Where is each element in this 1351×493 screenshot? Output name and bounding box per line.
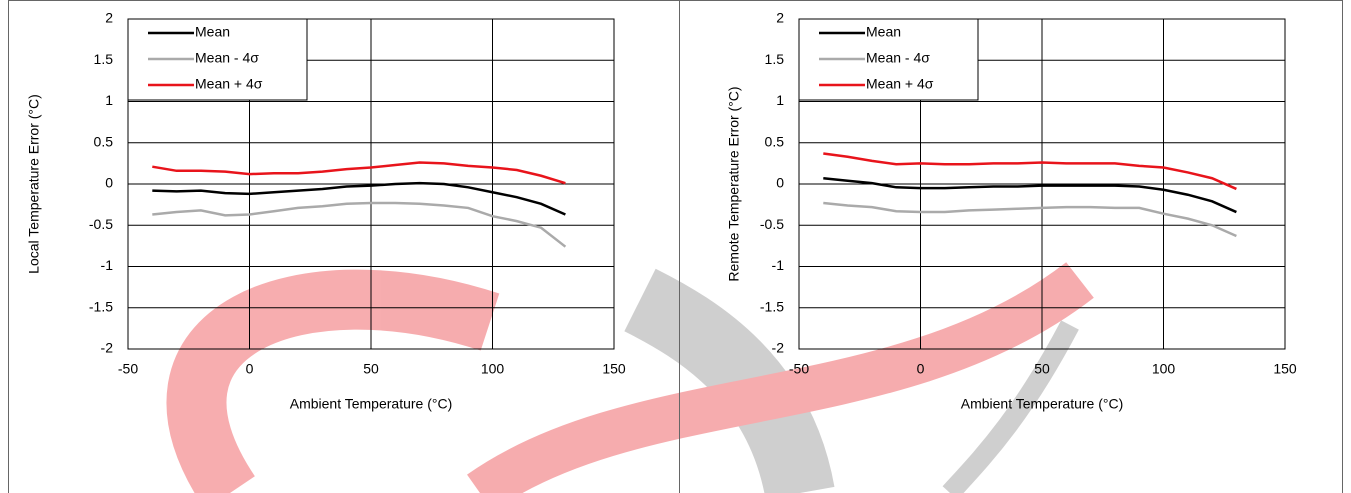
series-line xyxy=(823,152,1237,191)
y-tick-label: 1 xyxy=(776,92,784,108)
y-tick-label: -1.5 xyxy=(760,298,784,314)
y-tick-label: 1.5 xyxy=(765,51,785,67)
y-tick-label: -0.5 xyxy=(760,216,784,232)
watermark-arc xyxy=(942,320,1079,493)
frame xyxy=(8,0,1343,493)
x-tick-label: 100 xyxy=(481,361,505,377)
x-tick-label: 50 xyxy=(1034,361,1050,377)
series-line xyxy=(823,176,1237,214)
watermark-arc xyxy=(166,269,500,493)
x-tick-label: 0 xyxy=(246,361,254,377)
legend-label: Mean - 4σ xyxy=(866,50,930,66)
series-line xyxy=(152,181,566,216)
legend-label: Mean + 4σ xyxy=(866,76,934,92)
y-tick-label: 0.5 xyxy=(94,133,114,149)
x-tick-label: -50 xyxy=(789,361,809,377)
watermark-arc xyxy=(467,262,1094,493)
x-tick-label: 150 xyxy=(1273,361,1297,377)
x-axis-title: Ambient Temperature (°C) xyxy=(961,396,1124,412)
x-tick-label: -50 xyxy=(118,361,138,377)
y-tick-label: -2 xyxy=(101,340,114,356)
y-tick-label: -1 xyxy=(101,257,114,273)
y-tick-label: 0 xyxy=(776,175,784,191)
x-axis-title: Ambient Temperature (°C) xyxy=(290,396,453,412)
legend-label: Mean xyxy=(866,24,901,40)
legend-label: Mean xyxy=(195,24,230,40)
legend-label: Mean + 4σ xyxy=(195,76,263,92)
y-axis-title: Remote Temperature Error (°C) xyxy=(726,86,742,281)
y-tick-label: -2 xyxy=(772,340,785,356)
x-tick-label: 0 xyxy=(917,361,925,377)
y-axis-title: Local Temperature Error (°C) xyxy=(26,94,42,274)
watermark xyxy=(166,262,1094,493)
series-line xyxy=(823,201,1237,238)
x-tick-label: 150 xyxy=(602,361,626,377)
y-tick-label: 1.5 xyxy=(94,51,114,67)
x-tick-label: 50 xyxy=(363,361,379,377)
y-tick-label: -1.5 xyxy=(89,298,113,314)
watermark-arc xyxy=(624,268,835,493)
y-tick-label: -0.5 xyxy=(89,216,113,232)
x-tick-label: 100 xyxy=(1152,361,1176,377)
series-line xyxy=(152,201,567,248)
y-tick-label: 0.5 xyxy=(765,133,785,149)
series-line xyxy=(152,161,566,185)
y-tick-label: 0 xyxy=(105,175,113,191)
y-tick-label: -1 xyxy=(772,257,785,273)
legend-label: Mean - 4σ xyxy=(195,50,259,66)
plot-border xyxy=(798,18,1286,350)
plot-border xyxy=(127,18,615,350)
y-tick-label: 2 xyxy=(776,10,784,26)
y-tick-label: 2 xyxy=(105,10,113,26)
y-tick-label: 1 xyxy=(105,92,113,108)
